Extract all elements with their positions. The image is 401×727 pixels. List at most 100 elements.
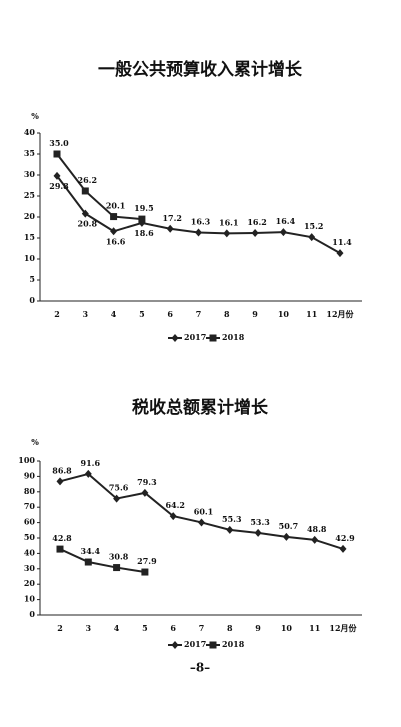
marker — [56, 545, 64, 553]
data-label: 53.3 — [250, 517, 270, 527]
marker — [209, 641, 217, 649]
data-label: 16.6 — [106, 236, 126, 246]
data-label: 18.6 — [134, 228, 154, 238]
page-number: –8– — [190, 661, 210, 675]
marker — [110, 227, 118, 236]
x-tick-label: 4 — [114, 623, 120, 633]
y-tick-label: 100 — [18, 455, 35, 465]
marker — [113, 564, 121, 572]
marker — [138, 215, 146, 223]
x-tick-label: 2 — [57, 623, 63, 633]
y-tick-label: 10 — [24, 594, 36, 604]
marker — [84, 558, 92, 566]
x-tick-label: 2 — [54, 309, 60, 319]
data-label: 17.2 — [162, 213, 181, 223]
data-label: 35.0 — [49, 138, 69, 148]
marker — [169, 512, 177, 521]
y-tick-label: 80 — [24, 486, 36, 496]
y-tick-label: 10 — [24, 253, 36, 263]
y-unit: % — [31, 437, 39, 447]
marker — [171, 334, 179, 342]
y-tick-label: 0 — [29, 295, 35, 305]
x-tick-label: 11 — [306, 309, 317, 319]
y-tick-label: 30 — [24, 563, 36, 573]
y-tick-label: 40 — [24, 547, 36, 557]
y-tick-label: 30 — [24, 169, 36, 179]
marker — [282, 532, 290, 541]
legend-label: 2017 — [184, 639, 206, 649]
marker — [81, 187, 89, 195]
data-label: 91.6 — [81, 458, 101, 468]
x-tick-label: 8 — [224, 309, 230, 319]
x-tick-label: 6 — [167, 309, 173, 319]
y-tick-label: 0 — [29, 609, 35, 619]
legend-label: 2017 — [184, 332, 206, 342]
data-label: 34.4 — [81, 546, 101, 556]
data-label: 55.3 — [222, 514, 242, 524]
data-label: 60.1 — [194, 506, 213, 516]
marker — [226, 525, 234, 534]
data-label: 50.7 — [279, 521, 298, 531]
x-tick-label: 12月份 — [326, 309, 354, 319]
marker — [141, 488, 149, 497]
y-tick-label: 20 — [24, 578, 36, 588]
marker — [141, 568, 149, 576]
marker — [166, 224, 174, 233]
y-tick-label: 40 — [24, 127, 36, 137]
marker — [56, 477, 64, 486]
y-tick-label: 70 — [24, 501, 36, 511]
marker — [53, 150, 61, 158]
y-tick-label: 20 — [24, 211, 36, 221]
data-label: 48.8 — [307, 524, 327, 534]
data-label: 20.8 — [78, 219, 98, 229]
data-label: 42.8 — [52, 533, 72, 543]
x-tick-label: 9 — [255, 623, 261, 633]
data-label: 79.3 — [137, 477, 157, 487]
legend-label: 2018 — [222, 639, 245, 649]
marker — [279, 228, 287, 237]
data-label: 16.3 — [191, 217, 211, 227]
marker — [223, 229, 231, 238]
data-label: 11.4 — [332, 237, 352, 247]
data-label: 26.2 — [78, 175, 97, 185]
data-label: 64.2 — [165, 500, 184, 510]
marker — [308, 233, 316, 242]
data-label: 42.9 — [335, 533, 355, 543]
y-tick-label: 50 — [24, 532, 36, 542]
marker — [81, 209, 89, 218]
marker — [110, 213, 118, 221]
y-tick-label: 90 — [24, 470, 36, 480]
line — [56, 153, 142, 221]
marker — [254, 528, 262, 537]
y-tick-label: 60 — [24, 517, 36, 527]
x-tick-label: 9 — [252, 309, 258, 319]
data-label: 16.2 — [247, 217, 266, 227]
marker — [336, 249, 344, 258]
x-tick-label: 6 — [170, 623, 176, 633]
data-label: 19.5 — [134, 203, 153, 213]
x-tick-label: 7 — [199, 623, 205, 633]
x-tick-label: 7 — [196, 309, 202, 319]
marker — [209, 334, 217, 342]
data-label: 29.8 — [49, 181, 69, 191]
y-tick-label: 15 — [24, 232, 35, 242]
marker — [339, 544, 347, 553]
x-tick-label: 4 — [111, 309, 117, 319]
x-tick-label: 11 — [309, 623, 320, 633]
marker — [171, 641, 179, 649]
x-tick-label: 5 — [139, 309, 145, 319]
chart-title: 税收总额累计增长 — [132, 397, 269, 418]
line — [56, 175, 341, 254]
x-tick-label: 3 — [83, 309, 89, 319]
x-tick-label: 5 — [142, 623, 148, 633]
data-label: 75.6 — [109, 483, 129, 493]
legend-label: 2018 — [222, 332, 245, 342]
marker — [84, 469, 92, 478]
marker — [251, 228, 259, 237]
marker — [195, 228, 202, 237]
data-label: 30.8 — [109, 552, 129, 562]
data-label: 16.4 — [276, 216, 296, 226]
marker — [198, 518, 205, 527]
x-tick-label: 12月份 — [329, 623, 357, 633]
